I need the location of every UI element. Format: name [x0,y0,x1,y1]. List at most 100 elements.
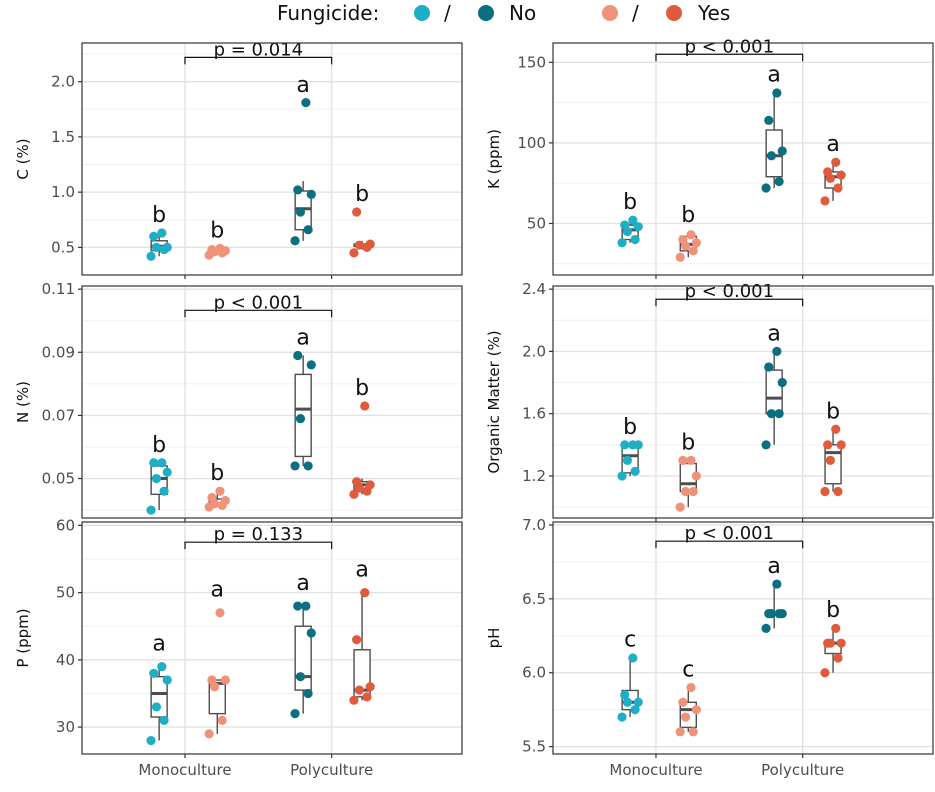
legend-title: Fungicide: [277,1,379,25]
data-point [675,502,685,512]
data-point [630,466,640,476]
p-value-label: p = 0.014 [214,39,303,60]
group-polyculture-yes: b [349,182,375,258]
data-point [628,440,638,450]
legend-label-no: No [509,1,536,25]
data-point [207,492,217,503]
significance-letter: a [152,631,165,656]
significance-letter: b [681,203,695,228]
data-point [675,727,685,737]
data-point [149,668,159,678]
data-point [293,185,303,195]
data-point [680,486,691,497]
data-point [772,346,782,356]
data-point [349,248,359,258]
data-point [680,712,691,722]
y-axis-label: C (%) [14,138,32,179]
group-monoculture-yes: b [204,461,230,512]
data-point [303,688,313,699]
group-monoculture-no: a [146,631,172,746]
significance-letter: b [623,190,637,215]
data-point [290,236,300,246]
data-point [622,697,633,707]
data-point [761,440,771,450]
legend-slash-no: / [444,1,451,25]
data-point [301,98,311,108]
p-value-label: p < 0.001 [685,523,774,544]
data-point [688,486,698,497]
group-monoculture-yes: c [675,657,701,737]
y-tick-label: 2.0 [522,342,546,360]
data-point [220,675,230,685]
y-tick-label: 0.05 [42,470,75,488]
x-tick-label-polyculture: Polyculture [761,761,844,779]
group-monoculture-no: c [617,628,643,722]
significance-letter: b [826,598,840,623]
data-point [833,183,843,193]
p-value-label: p < 0.001 [685,36,774,57]
panel-background [82,43,462,275]
group-polyculture-no: a [290,73,316,246]
significance-letter: b [623,415,637,440]
data-point [204,729,214,739]
group-polyculture-yes: b [820,400,846,497]
y-axis-label: Organic Matter (%) [485,330,503,473]
data-point [836,440,846,450]
x-tick-label-monoculture: Monoculture [609,761,702,779]
box-iqr [824,444,842,485]
group-monoculture-no: b [617,415,643,481]
group-polyculture-yes: a [820,132,846,206]
y-tick-label: 50 [56,584,75,602]
data-point [620,690,630,700]
panel-background [553,286,933,518]
panels: 0.5 1.0 1.5 2.0 C (%) b b a b p = 0.014 50 100 150 K … [14,36,934,779]
data-point [833,653,843,663]
data-point [215,608,225,618]
y-tick-label: 30 [56,718,75,736]
significance-letter: a [296,571,309,596]
y-tick-label: 0.07 [42,406,75,424]
data-point [678,234,688,245]
y-tick-label: 1.6 [522,405,546,423]
significance-letter: c [624,628,636,653]
data-point [833,486,843,497]
data-point [777,146,787,156]
group-monoculture-no: b [146,433,172,515]
data-point [823,638,833,648]
data-point [766,409,777,419]
legend-swatch-monoculture-no [414,5,430,21]
data-point [295,207,306,217]
data-point [151,473,162,484]
data-point [162,242,172,252]
panel-organic-matter: 1.2 1.6 2.0 2.4 Organic Matter (%) b b a b p < 0.… [485,280,934,522]
data-point [362,692,372,702]
data-point [633,222,643,232]
panel-border [552,285,934,519]
data-point [764,362,774,372]
y-tick-label: 0.11 [42,280,75,298]
data-point [365,682,375,692]
group-polyculture-no: a [761,63,787,193]
legend-swatch-polyculture-yes [666,5,682,21]
data-point [352,207,362,217]
data-point [617,471,627,481]
data-point [777,609,787,619]
data-point [293,350,303,361]
legend-swatch-monoculture-yes [602,5,618,21]
significance-letter: a [355,557,368,582]
data-point [823,440,833,450]
data-point [675,252,685,262]
data-point [290,709,300,719]
y-tick-label: 0.5 [51,238,75,256]
x-tick-label-polyculture: Polyculture [290,761,373,779]
y-tick-label: 150 [517,53,546,71]
data-point [306,360,316,370]
significance-letter: a [211,578,224,603]
significance-letter: a [296,73,309,98]
data-point [162,467,172,477]
data-point [146,251,156,261]
group-monoculture-yes: a [204,578,230,739]
legend-swatch-polyculture-no [478,5,494,21]
data-point [622,455,633,465]
panel-ph: 5.5 6.0 6.5 7.0 Monoculture Polyculture pH c c a b… [485,516,934,779]
